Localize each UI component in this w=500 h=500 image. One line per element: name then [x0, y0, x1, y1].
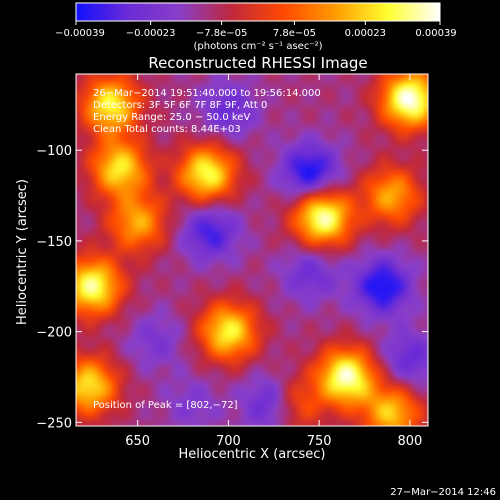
y-tick-label: −150 — [36, 235, 72, 250]
annotation-detectors: Detectors: 3F 5F 6F 7F 8F 9F, Att 0 — [93, 100, 267, 111]
plot-frame — [75, 73, 429, 427]
axis-ticks: 650 700 750 800 −100 −150 −200 −250 — [36, 74, 428, 449]
colorbar-unit: (photons cm⁻² s⁻¹ asec⁻²) — [193, 41, 322, 52]
y-tick-label: −250 — [36, 416, 72, 431]
colorbar-ticks: −0.00039 −0.00023 −7.8e−05 7.8e−05 0.00023 0.… — [55, 21, 457, 39]
colorbar-tick-label: 0.00039 — [415, 28, 456, 39]
colorbar-tick-label: −7.8e−05 — [196, 28, 248, 39]
x-axis-label: Heliocentric X (arcsec) — [179, 447, 326, 462]
x-tick-label: 800 — [397, 434, 422, 449]
colorbar-tick-label: −0.00023 — [126, 28, 176, 39]
info-annotations: 26−Mar−2014 19:51:40.000 to 19:56:14.000… — [93, 88, 321, 411]
chart-title: Reconstructed RHESSI Image — [148, 54, 367, 72]
y-tick-label: −100 — [36, 144, 72, 159]
y-axis-label: Heliocentric Y (arcsec) — [15, 179, 30, 325]
colorbar-gradient — [75, 2, 441, 22]
heatmap-image — [76, 74, 428, 426]
colorbar-tick-label: −0.00039 — [55, 28, 105, 39]
x-tick-label: 750 — [307, 434, 332, 449]
annotation-clean-counts: Clean Total counts: 8.44E+03 — [93, 124, 241, 135]
x-tick-label: 650 — [125, 434, 150, 449]
colorbar-tick-label: 7.8e−05 — [273, 28, 316, 39]
annotation-energy-range: Energy Range: 25.0 − 50.0 keV — [93, 112, 250, 123]
annotation-time-range: 26−Mar−2014 19:51:40.000 to 19:56:14.000 — [93, 88, 321, 99]
colorbar-tick-label: 0.00023 — [345, 28, 386, 39]
colorbar: −0.00039 −0.00023 −7.8e−05 7.8e−05 0.00023 0.… — [55, 2, 457, 52]
y-tick-label: −200 — [36, 326, 72, 341]
heatmap-plot-area: 650 700 750 800 −100 −150 −200 −250 — [36, 73, 429, 449]
annotation-peak-position: Position of Peak = [802,−72] — [93, 400, 238, 411]
footer-timestamp: 27−Mar−2014 12:46 — [390, 487, 496, 498]
x-tick-label: 700 — [216, 434, 241, 449]
